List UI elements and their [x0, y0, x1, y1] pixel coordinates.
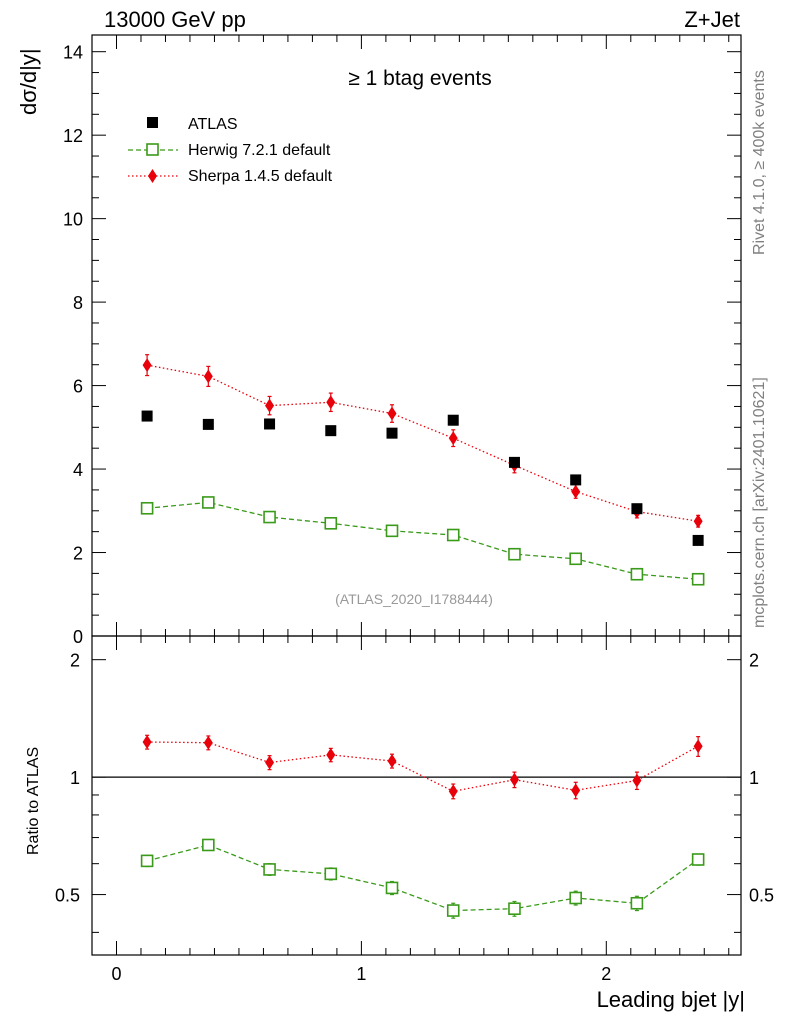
herwig-point — [569, 552, 582, 566]
atlas-point — [631, 503, 643, 515]
atlas-point — [141, 410, 153, 422]
legend: ATLAS Herwig 7.2.1 default Sherpa 1.4.5 … — [128, 116, 333, 185]
watermark: (ATLAS_2020_I1788444) — [335, 591, 493, 607]
herwig-ratio-point — [324, 867, 338, 881]
sherpa-ratio-point — [203, 735, 213, 750]
herwig-ratio-point — [508, 902, 521, 915]
sherpa-line — [146, 364, 699, 522]
herwig-point — [385, 524, 399, 538]
sherpa-ratio-point — [571, 783, 581, 798]
y-tick-label: 6 — [73, 377, 83, 397]
sherpa-point — [387, 406, 397, 421]
sherpa-point — [571, 484, 581, 499]
sherpa-ratio-point — [387, 753, 397, 768]
rivet-label: Rivet 4.1.0, ≥ 400k events — [751, 70, 768, 255]
legend-marker-herwig — [146, 143, 159, 156]
ratio-tick-label-left: 1 — [70, 768, 80, 788]
sherpa-ratio-line — [147, 741, 699, 792]
legend-label-sherpa: Sherpa 1.4.5 default — [188, 168, 333, 185]
sherpa-point — [203, 369, 213, 384]
herwig-point — [446, 528, 460, 542]
sherpa-ratio-point — [326, 747, 336, 762]
sherpa-ratio-point — [265, 755, 275, 770]
header-right: Z+Jet — [684, 7, 740, 32]
ratio-tick-label-left: 0.5 — [55, 886, 80, 906]
herwig-ratio-point — [263, 863, 276, 876]
y-tick-label: 2 — [73, 544, 83, 564]
herwig-line — [147, 501, 699, 580]
sherpa-ratio-point — [448, 784, 458, 799]
y-tick-label: 14 — [63, 43, 83, 63]
sherpa-point — [326, 395, 336, 410]
y-tick-label: 10 — [63, 210, 83, 230]
legend-marker-sherpa — [148, 169, 157, 183]
y-tick-label: 8 — [73, 293, 83, 313]
x-tick-label: 2 — [601, 964, 611, 984]
herwig-ratio-line — [146, 844, 699, 912]
herwig-ratio-point — [630, 896, 644, 910]
x-axis-label: Leading bjet |y| — [597, 987, 745, 1012]
ratio-y-axis-label: Ratio to ATLAS — [25, 747, 42, 855]
y-tick-label: 4 — [73, 460, 83, 480]
atlas-point — [325, 425, 337, 437]
legend-marker-atlas — [147, 117, 158, 128]
atlas-point — [264, 418, 276, 430]
atlas-point — [570, 474, 582, 486]
sherpa-ratio-point — [142, 735, 152, 750]
herwig-point — [140, 501, 154, 515]
herwig-ratio-point — [140, 854, 154, 868]
header-left: 13000 GeV pp — [104, 7, 246, 32]
herwig-point — [691, 572, 705, 586]
atlas-point — [447, 414, 459, 426]
legend-label-atlas: ATLAS — [188, 116, 238, 133]
sherpa-point — [265, 398, 275, 413]
ratio-tick-label-right: 2 — [749, 651, 759, 671]
sherpa-point — [448, 431, 458, 446]
sherpa-point — [693, 514, 703, 529]
atlas-point — [692, 534, 704, 546]
ratio-plot-frame — [91, 635, 742, 956]
herwig-point — [202, 496, 215, 509]
sherpa-ratio-point — [509, 772, 519, 787]
y-tick-label: 12 — [63, 126, 83, 146]
atlas-point — [386, 427, 398, 439]
herwig-point — [630, 567, 644, 581]
atlas-point — [202, 418, 214, 430]
ratio-tick-label-left: 2 — [70, 651, 80, 671]
herwig-ratio-point — [202, 838, 215, 852]
herwig-ratio-point — [385, 881, 399, 895]
herwig-point — [263, 510, 276, 524]
legend-label-herwig: Herwig 7.2.1 default — [188, 142, 331, 159]
chart-title: ≥ 1 btag events — [348, 67, 491, 90]
herwig-point — [508, 547, 521, 561]
herwig-ratio-point — [446, 904, 460, 917]
legend-entry-sherpa: Sherpa 1.4.5 default — [128, 168, 333, 185]
atlas-point — [508, 456, 520, 468]
x-tick-label: 0 — [111, 964, 121, 984]
legend-entry-atlas: ATLAS — [147, 116, 238, 133]
legend-entry-herwig: Herwig 7.2.1 default — [128, 142, 331, 159]
sherpa-point — [142, 358, 152, 373]
ratio-tick-label-right: 0.5 — [749, 886, 774, 906]
ratio-tick-label-right: 1 — [749, 768, 759, 788]
y-tick-label: 0 — [73, 627, 83, 647]
herwig-ratio-point — [691, 853, 705, 866]
herwig-point — [324, 517, 338, 530]
sherpa-ratio-point — [632, 773, 642, 788]
herwig-ratio-point — [569, 891, 582, 905]
mcplots-label: mcplots.cern.ch [arXiv:2401.10621] — [751, 377, 768, 628]
sherpa-ratio-point — [693, 739, 703, 754]
x-tick-label: 1 — [356, 964, 366, 984]
y-axis-label: dσ/d|y| — [16, 48, 41, 115]
